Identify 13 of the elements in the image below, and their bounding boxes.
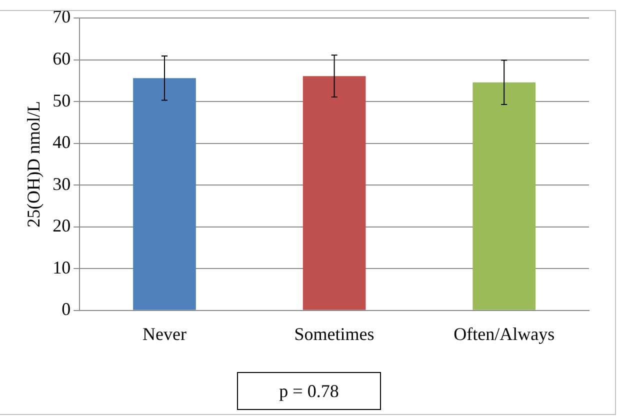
y-tick-label: 20 — [52, 216, 71, 236]
y-tick-label: 10 — [52, 257, 71, 278]
y-tick-label: 50 — [52, 90, 71, 110]
y-tick-label: 40 — [52, 132, 71, 152]
x-tick-label: Never — [142, 324, 186, 344]
y-tick-label: 70 — [52, 6, 71, 27]
y-tick-label: 30 — [52, 174, 71, 194]
y-tick-label: 60 — [52, 48, 71, 69]
x-tick-label: Often/Always — [454, 324, 555, 344]
text: p = 0.78 — [237, 372, 381, 410]
y-tick-label: 0 — [62, 299, 71, 320]
y-axis-title: 25(OH)D nmol/L — [24, 100, 44, 228]
x-tick-label: Sometimes — [294, 324, 374, 344]
